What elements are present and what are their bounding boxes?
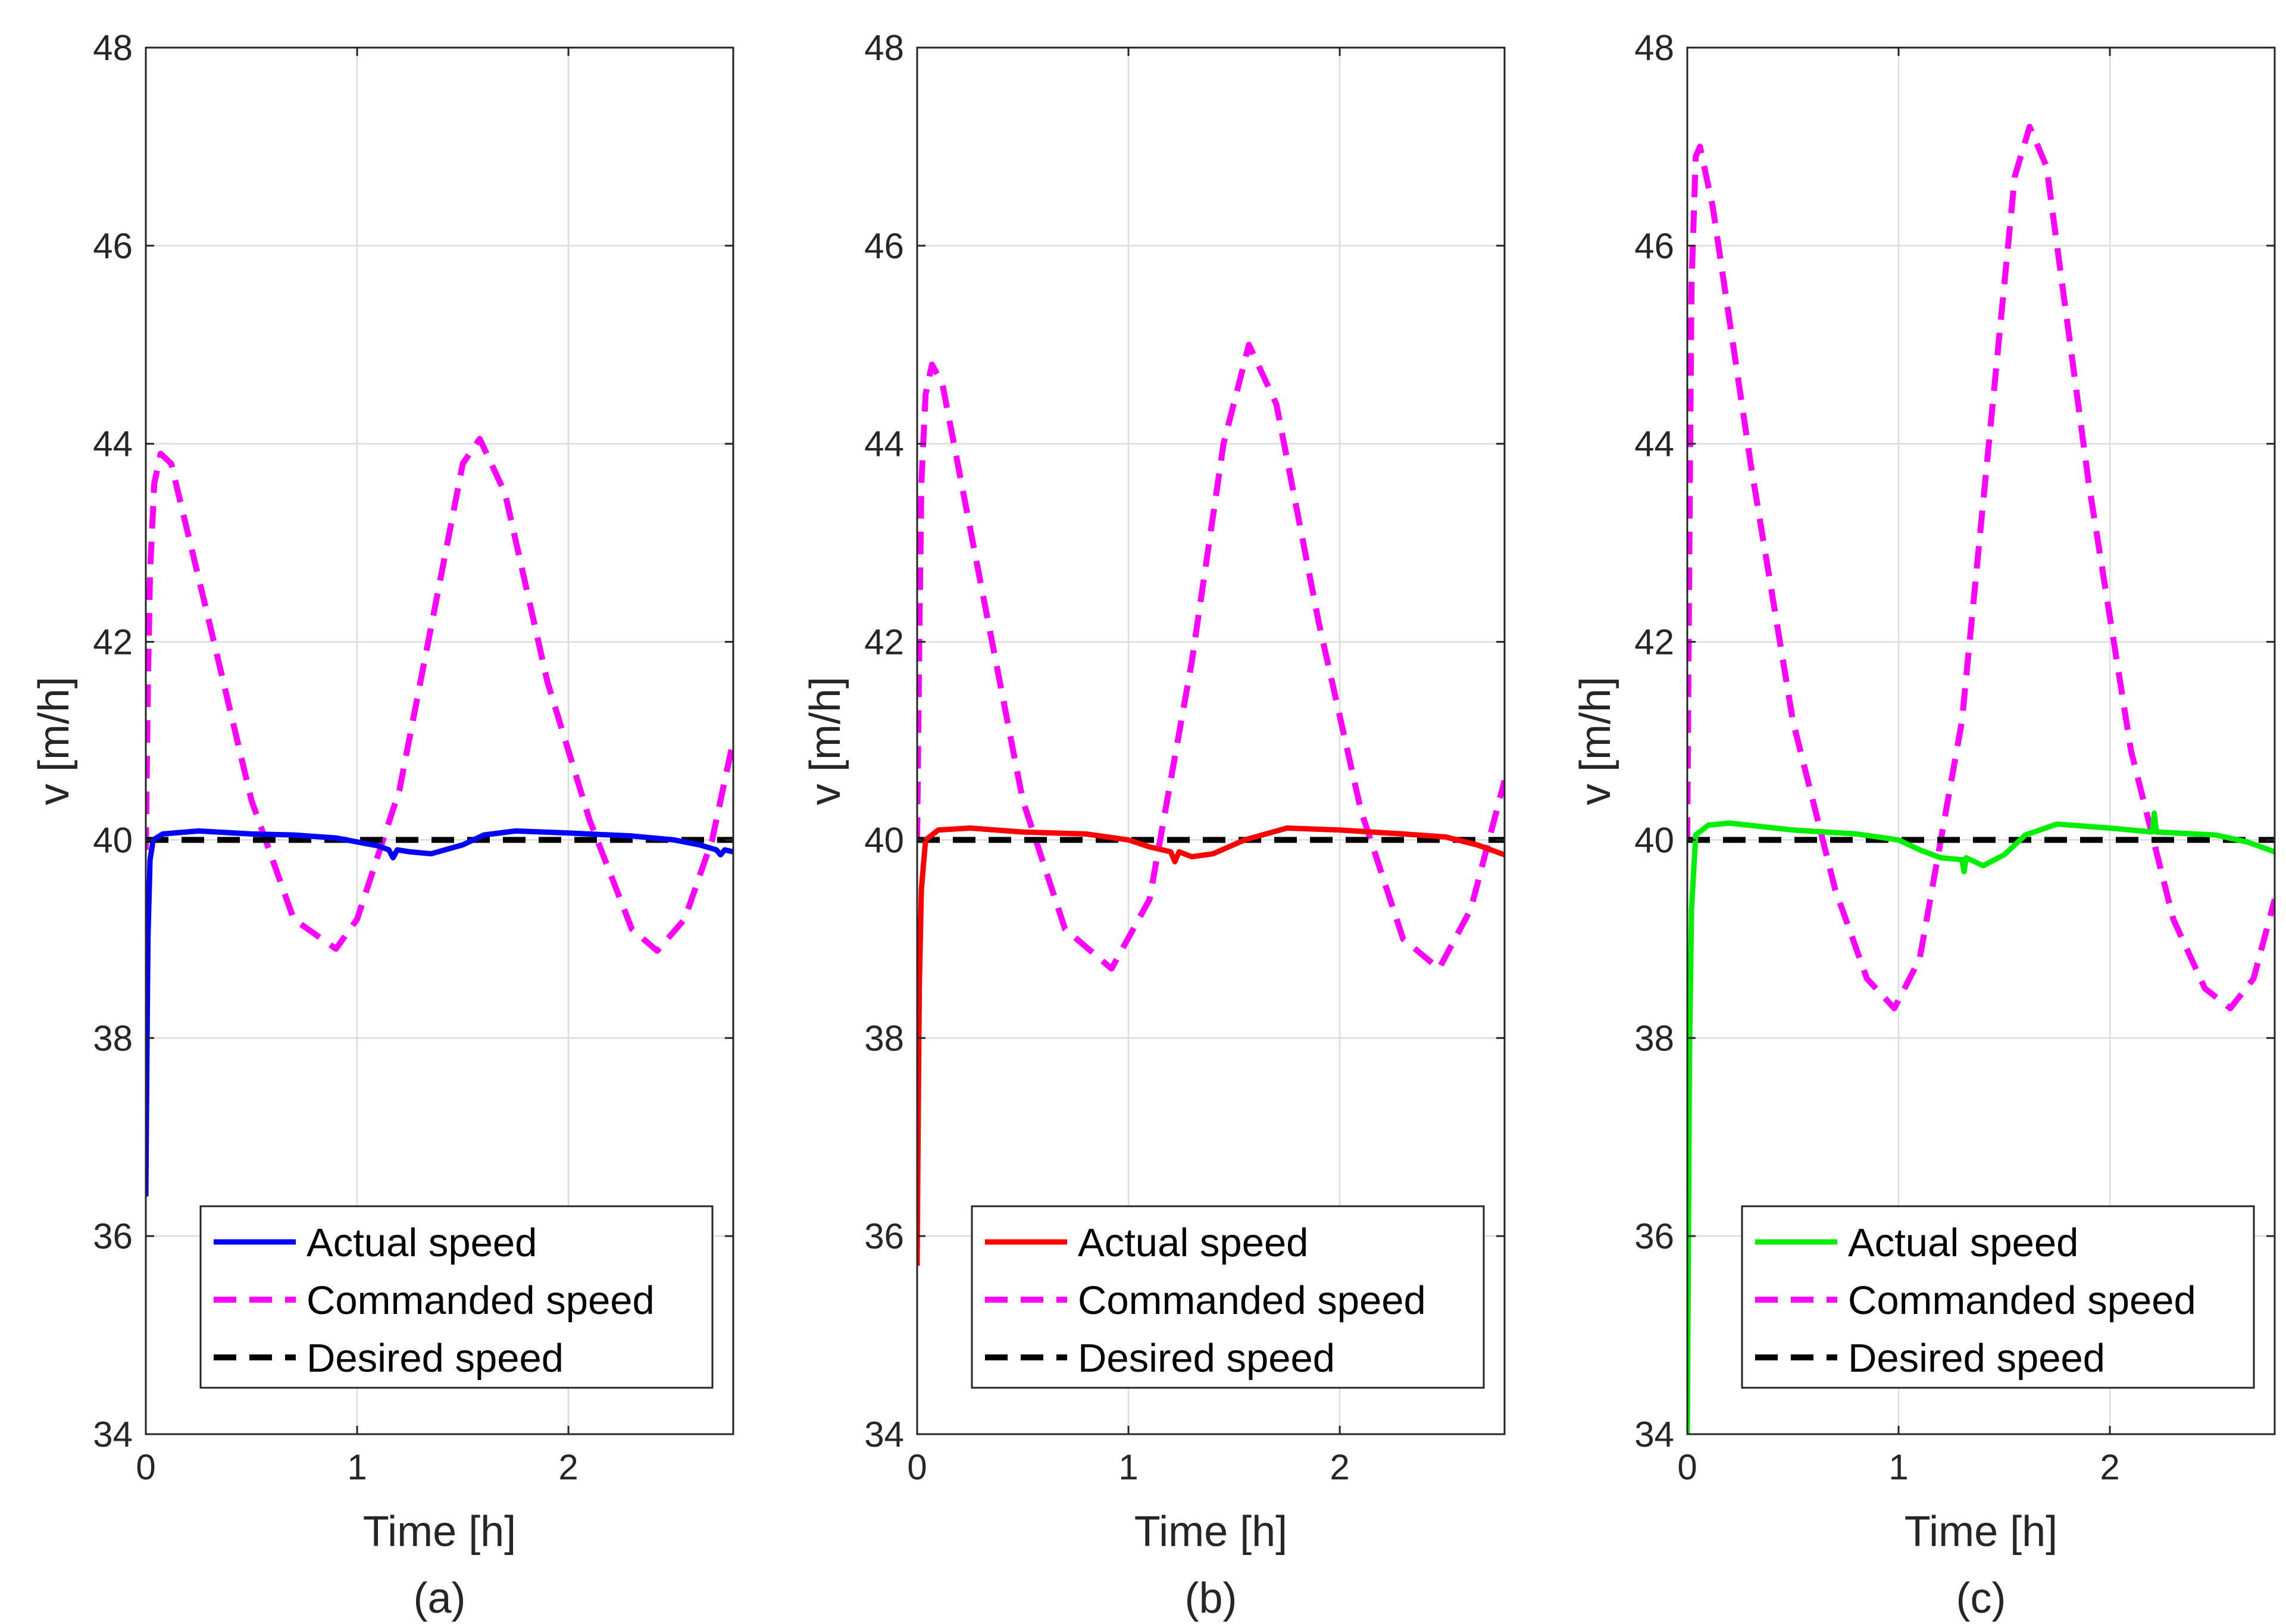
series-line-commanded-speed xyxy=(917,342,1505,972)
legend-label: Commanded speed xyxy=(1078,1278,1426,1323)
y-tick-label: 44 xyxy=(93,424,133,464)
y-axis-label: v [m/h] xyxy=(1572,677,1619,805)
x-axis-label: Time [h] xyxy=(1905,1508,2057,1556)
y-tick-label: 40 xyxy=(1634,820,1674,860)
y-tick-label: 46 xyxy=(93,226,133,266)
y-tick-label: 48 xyxy=(864,28,904,68)
y-tick-label: 34 xyxy=(1634,1415,1674,1454)
y-tick-label: 40 xyxy=(93,820,133,860)
x-axis-label: Time [h] xyxy=(1134,1508,1287,1556)
panel-caption: (b) xyxy=(1185,1575,1237,1622)
axes-box xyxy=(916,46,1506,1435)
y-tick-label: 44 xyxy=(864,424,904,464)
x-tick-label: 0 xyxy=(136,1447,155,1487)
series-line-commanded-speed xyxy=(146,436,733,954)
y-tick-label: 46 xyxy=(864,226,904,266)
legend-label: Desired speed xyxy=(1078,1336,1335,1381)
x-tick-label: 1 xyxy=(1888,1447,1908,1487)
y-tick-label: 44 xyxy=(1634,424,1674,464)
y-tick-label: 38 xyxy=(93,1018,133,1058)
y-tick-label: 48 xyxy=(1634,28,1674,68)
legend-label: Desired speed xyxy=(1848,1336,2105,1381)
y-tick-label: 36 xyxy=(93,1216,133,1256)
legend: Actual speed Commanded speed Desired speed xyxy=(971,1205,1485,1389)
y-tick-label: 48 xyxy=(93,28,133,68)
series-line-actual-speed xyxy=(917,825,1505,1266)
x-tick-label: 0 xyxy=(1677,1447,1697,1487)
y-tick-label: 46 xyxy=(1634,226,1674,266)
x-axis-label: Time [h] xyxy=(363,1508,516,1556)
series-line-actual-speed xyxy=(1687,811,2275,1434)
x-tick-label: 2 xyxy=(1330,1447,1349,1487)
axes-box xyxy=(1686,46,2276,1435)
legend-label: Actual speed xyxy=(307,1221,537,1265)
y-axis-label: v [m/h] xyxy=(802,677,849,805)
y-tick-label: 42 xyxy=(864,622,904,662)
y-tick-label: 42 xyxy=(93,622,133,662)
chart-panel-0: 34 36 38 40 42 44 46 48 0 1 2 Time [h] v [m/h] (a) Act… xyxy=(30,28,734,1622)
x-tick-label: 2 xyxy=(2100,1447,2119,1487)
legend: Actual speed Commanded speed Desired speed xyxy=(1741,1205,2255,1389)
legend-label: Commanded speed xyxy=(1848,1278,2196,1323)
legend-label: Commanded speed xyxy=(307,1278,655,1323)
y-tick-label: 34 xyxy=(864,1415,904,1454)
y-axis-label: v [m/h] xyxy=(30,677,78,805)
y-tick-label: 40 xyxy=(864,820,904,860)
y-tick-label: 38 xyxy=(1634,1018,1674,1058)
y-tick-label: 36 xyxy=(1634,1216,1674,1256)
x-tick-label: 2 xyxy=(558,1447,578,1487)
x-tick-label: 1 xyxy=(347,1447,367,1487)
x-tick-label: 1 xyxy=(1118,1447,1138,1487)
legend: Actual speed Commanded speed Desired speed xyxy=(199,1205,714,1389)
x-tick-label: 0 xyxy=(907,1447,927,1487)
legend-label: Desired speed xyxy=(307,1336,564,1381)
panel-caption: (a) xyxy=(414,1575,466,1622)
y-tick-label: 34 xyxy=(93,1415,133,1454)
y-tick-label: 42 xyxy=(1634,622,1674,662)
chart-panel-2: 34 36 38 40 42 44 46 48 0 1 2 Time [h] v [m/h] (c) Act… xyxy=(1572,28,2276,1622)
axes-box xyxy=(145,46,734,1435)
legend-label: Actual speed xyxy=(1078,1221,1308,1265)
y-tick-label: 38 xyxy=(864,1018,904,1058)
chart-panel-1: 34 36 38 40 42 44 46 48 0 1 2 Time [h] v [m/h] (b) Act… xyxy=(802,28,1506,1622)
y-tick-label: 36 xyxy=(864,1216,904,1256)
panel-caption: (c) xyxy=(1956,1575,2006,1622)
legend-label: Actual speed xyxy=(1848,1221,2078,1265)
series-line-actual-speed xyxy=(146,828,733,1197)
